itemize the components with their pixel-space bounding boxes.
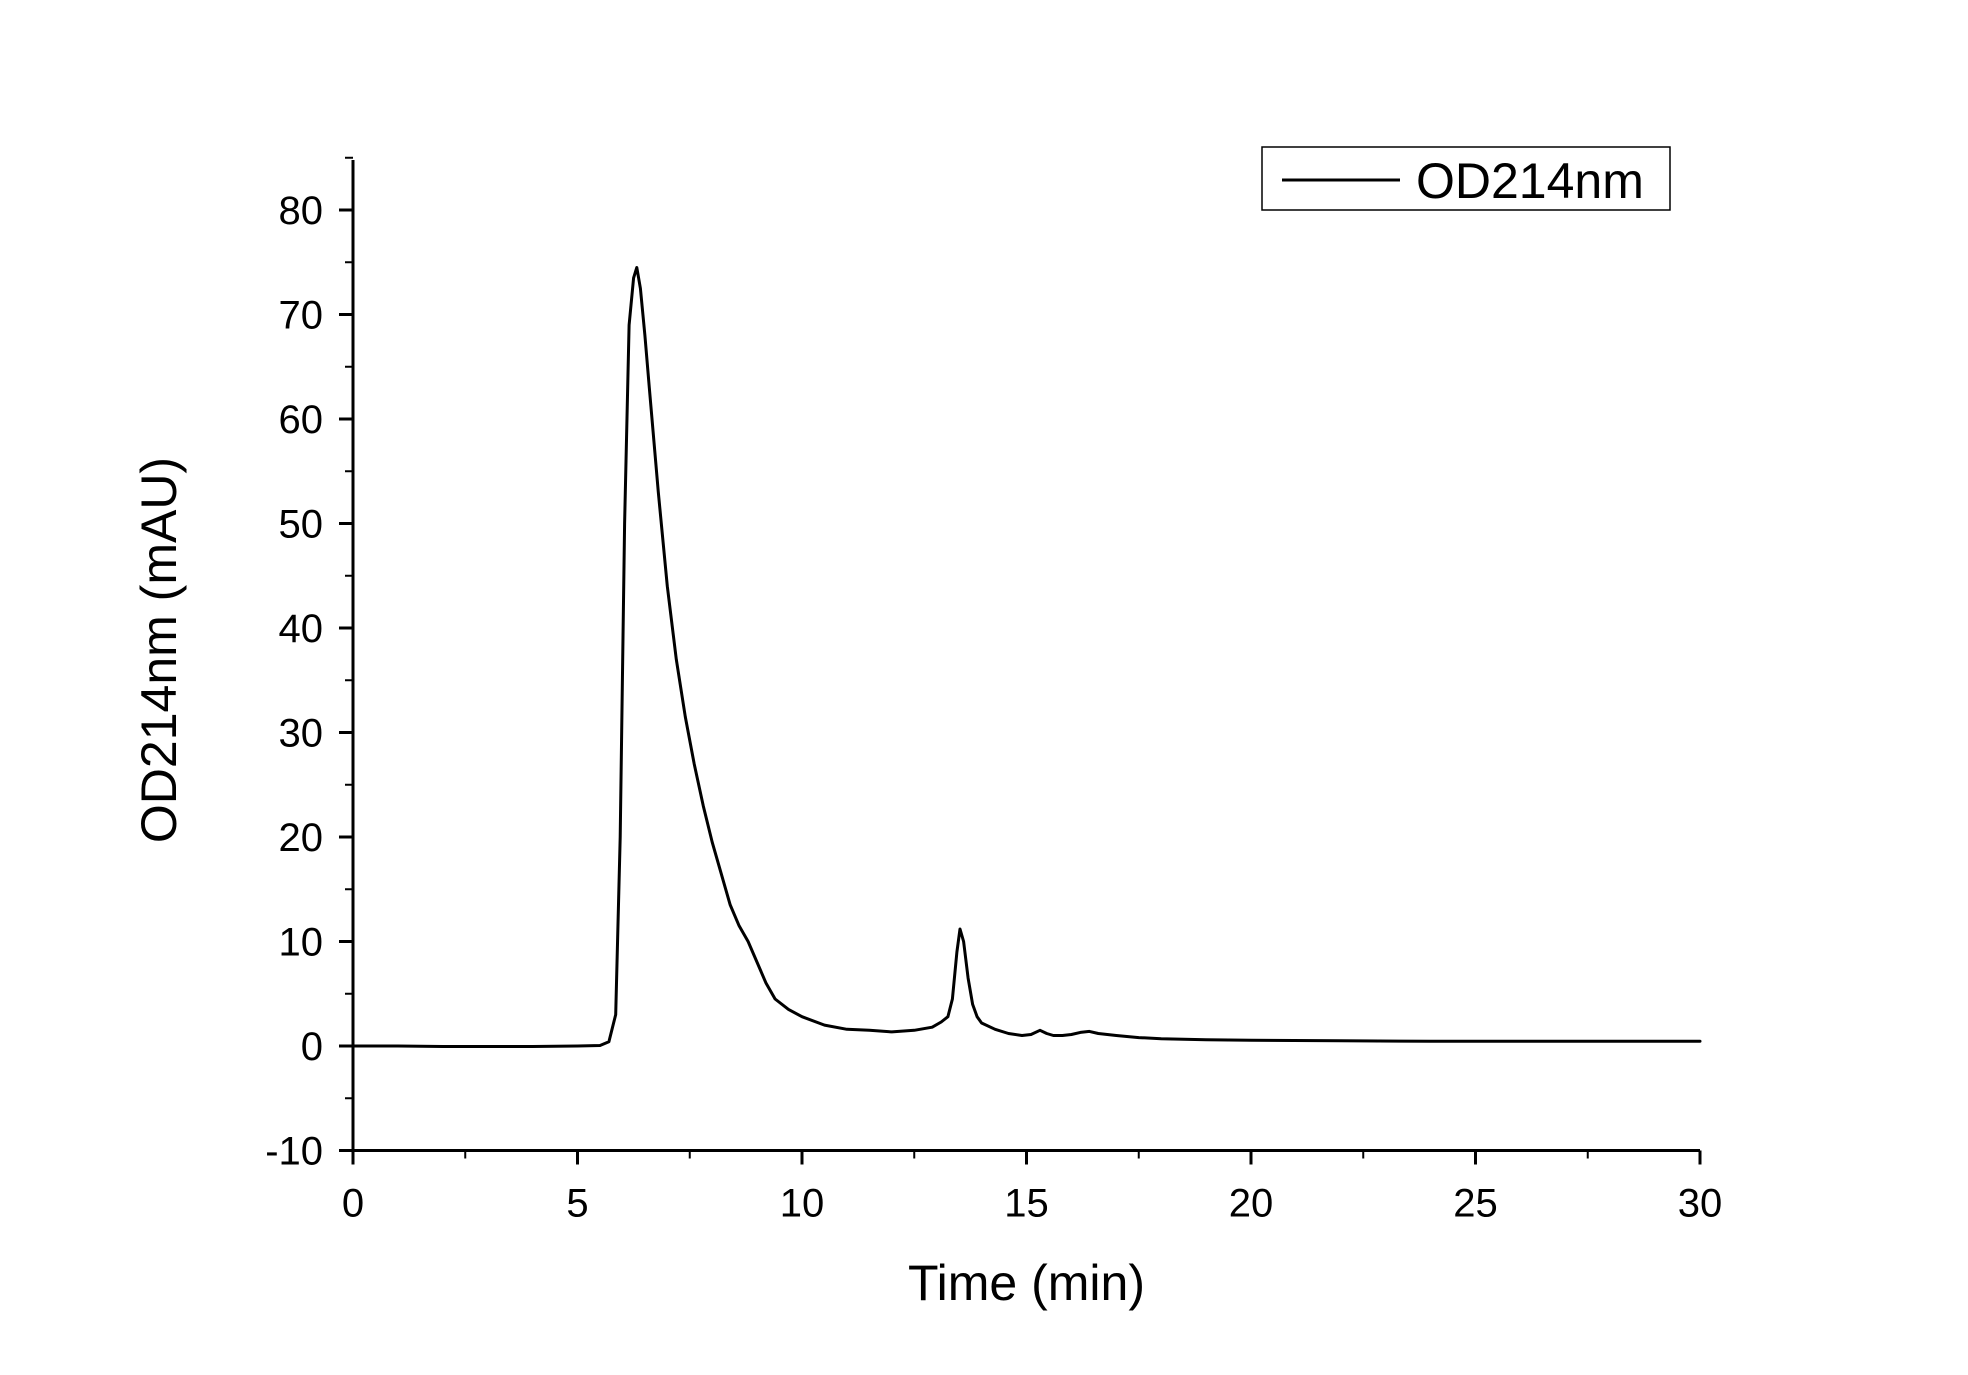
plot-area (351, 266, 1702, 1048)
x-tick-label: 20 (1229, 1182, 1274, 1226)
axes (351, 160, 1700, 1152)
y-axis-title: OD214nm (mAU) (131, 457, 187, 843)
legend: OD214nm (1261, 146, 1671, 211)
y-tick-label: 30 (279, 712, 324, 756)
x-tick-label: 10 (780, 1182, 825, 1226)
y-axis-ticks: -10 0 10 20 30 40 50 60 70 80 (265, 156, 353, 1174)
y-tick-label: -10 (265, 1130, 323, 1174)
x-axis-title: Time (min) (908, 1255, 1145, 1311)
x-tick-label: 30 (1678, 1182, 1723, 1226)
x-tick-label: 25 (1453, 1182, 1498, 1226)
y-tick-label: 80 (279, 189, 324, 233)
y-tick-label: 50 (279, 503, 324, 547)
series-line-od214nm (351, 266, 1702, 1048)
legend-label: OD214nm (1416, 153, 1644, 209)
y-tick-label: 70 (279, 294, 324, 338)
x-tick-label: 0 (342, 1182, 364, 1226)
y-tick-label: 40 (279, 607, 324, 651)
x-tick-label: 15 (1004, 1182, 1049, 1226)
x-axis-ticks: 0 5 10 15 20 25 30 (342, 1150, 1723, 1226)
y-tick-label: 10 (279, 921, 324, 965)
y-tick-label: 60 (279, 398, 324, 442)
y-tick-label: 0 (301, 1025, 323, 1069)
y-tick-label: 20 (279, 816, 324, 860)
x-tick-label: 5 (566, 1182, 588, 1226)
